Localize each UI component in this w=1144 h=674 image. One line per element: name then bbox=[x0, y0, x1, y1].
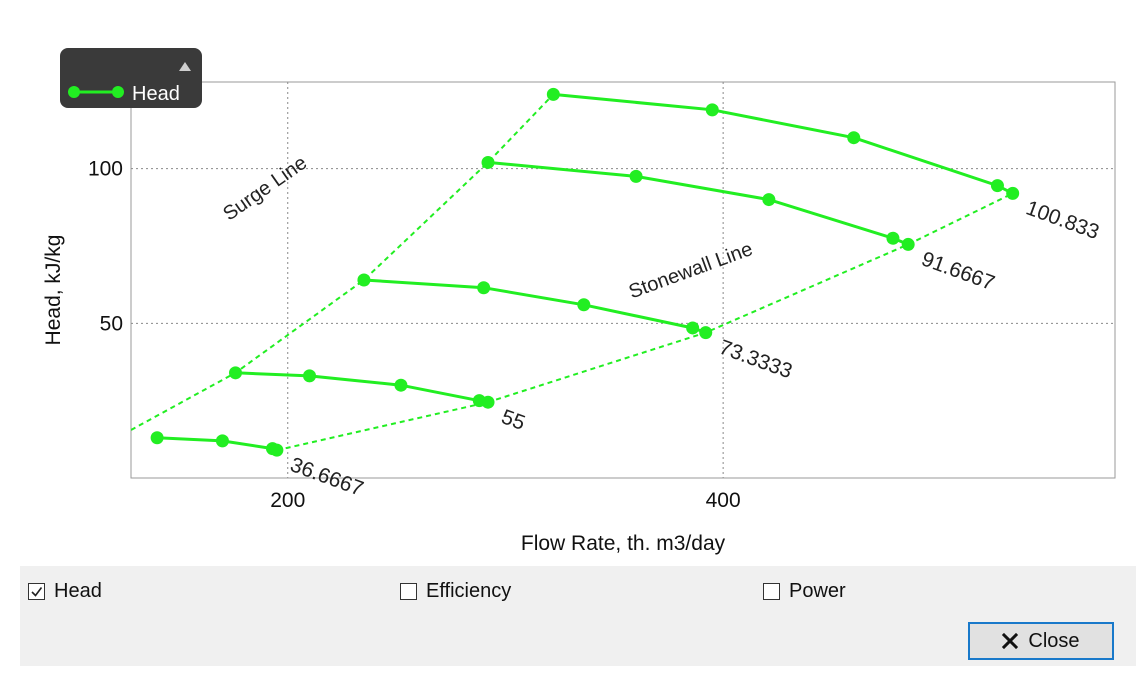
collapse-arrow-icon bbox=[179, 62, 191, 71]
x-axis-title: Flow Rate, th. m3/day bbox=[521, 532, 726, 555]
head-curve-point bbox=[303, 369, 317, 383]
head-curve-point bbox=[686, 321, 700, 335]
surge-line bbox=[131, 93, 555, 431]
head-curve-line bbox=[553, 92, 1014, 195]
head-curve-point bbox=[546, 87, 560, 101]
head-checkbox-label: Head bbox=[54, 579, 102, 602]
curve-speed-label: 91.6667 bbox=[918, 248, 997, 296]
power-checkbox-box[interactable] bbox=[763, 582, 780, 600]
head-curve-point bbox=[629, 169, 643, 183]
curve-speed-label: 100.833 bbox=[1023, 196, 1102, 244]
head-curve-point bbox=[990, 179, 1004, 193]
head-curve-point bbox=[481, 155, 495, 169]
curve-speed-label: 55 bbox=[498, 405, 528, 435]
checkmark-icon bbox=[31, 586, 43, 597]
head-curve-point bbox=[1006, 186, 1020, 200]
legend-swatch-point bbox=[112, 86, 124, 98]
bottom-bar: Head Efficiency Power Close bbox=[20, 566, 1136, 666]
legend-label: Head bbox=[132, 83, 180, 105]
head-curve-point bbox=[228, 366, 242, 380]
legend[interactable]: Head bbox=[60, 48, 202, 108]
head-curve-point bbox=[357, 273, 371, 287]
curve-speed-label: 73.3333 bbox=[716, 336, 795, 384]
chart-panel: 200 400 50 100 Flow Rate, th. m3/day Head, kJ… bbox=[28, 18, 1136, 566]
head-curve-point bbox=[215, 434, 229, 448]
head-curve-point bbox=[762, 193, 776, 207]
head-checkbox[interactable]: Head bbox=[28, 580, 102, 602]
efficiency-checkbox-label: Efficiency bbox=[426, 579, 512, 602]
legend-swatch-point bbox=[68, 86, 80, 98]
head-curve-line bbox=[487, 160, 909, 246]
y-axis-title: Head, kJ/kg bbox=[42, 235, 65, 346]
stonewall-line-label: Stonewall Line bbox=[626, 238, 756, 303]
stonewall-line bbox=[276, 192, 1014, 452]
head-curve-point bbox=[705, 103, 719, 117]
close-button-label: Close bbox=[1028, 629, 1080, 652]
power-checkbox-label: Power bbox=[789, 579, 846, 602]
efficiency-checkbox-box[interactable] bbox=[400, 582, 417, 600]
head-curve-point bbox=[901, 237, 915, 251]
head-curve-point bbox=[481, 395, 495, 409]
y-tick-label: 100 bbox=[88, 158, 123, 181]
efficiency-checkbox[interactable]: Efficiency bbox=[400, 580, 511, 602]
legend-box bbox=[60, 48, 202, 108]
head-curve-line bbox=[235, 371, 489, 404]
power-checkbox[interactable]: Power bbox=[763, 580, 846, 602]
close-icon bbox=[1002, 633, 1019, 649]
chart-labels: 200 400 50 100 Flow Rate, th. m3/day Head, kJ… bbox=[42, 152, 1102, 555]
head-checkbox-box[interactable] bbox=[28, 582, 45, 600]
head-curve-point bbox=[150, 431, 164, 445]
head-curve-point bbox=[577, 298, 591, 312]
head-curve-point bbox=[847, 131, 861, 145]
y-tick-label: 50 bbox=[100, 312, 123, 335]
series-points bbox=[150, 87, 1020, 457]
head-curve-point bbox=[699, 326, 713, 340]
head-chart: 200 400 50 100 Flow Rate, th. m3/day Head, kJ… bbox=[42, 48, 1116, 555]
surge-line-label: Surge Line bbox=[219, 152, 311, 226]
head-curve-point bbox=[270, 443, 284, 457]
close-button[interactable]: Close bbox=[968, 622, 1114, 660]
head-curve-point bbox=[394, 378, 408, 392]
head-curve-point bbox=[477, 281, 491, 295]
x-tick-label: 200 bbox=[270, 489, 305, 512]
x-tick-label: 400 bbox=[706, 489, 741, 512]
plot-frame bbox=[130, 81, 1116, 479]
series-lines bbox=[131, 92, 1014, 452]
head-curve-point bbox=[886, 231, 900, 245]
